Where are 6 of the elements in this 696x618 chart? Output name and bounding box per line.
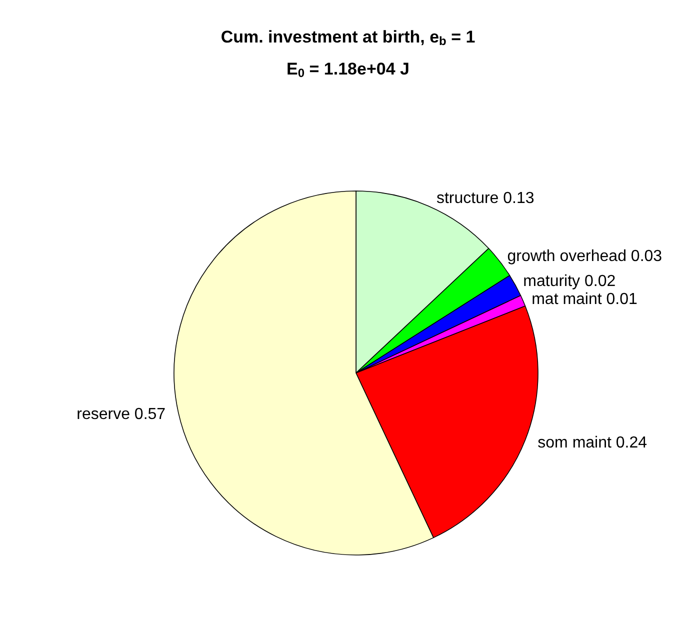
- slice-label: reserve 0.57: [76, 406, 166, 423]
- slice-label: som maint 0.24: [538, 434, 648, 452]
- slice-label: mat maint 0.01: [532, 290, 638, 308]
- slice-label: structure 0.13: [436, 190, 534, 208]
- slice-label: maturity 0.02: [523, 272, 616, 290]
- slice-label: growth overhead 0.03: [507, 248, 662, 266]
